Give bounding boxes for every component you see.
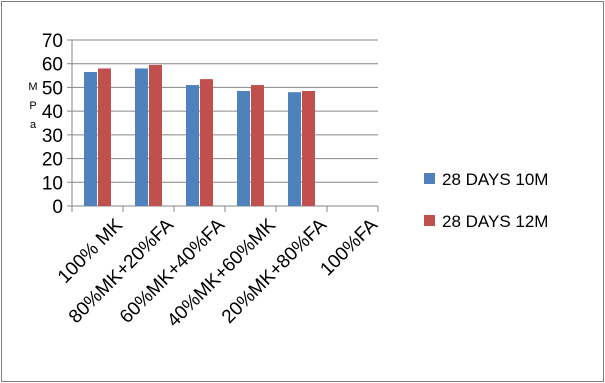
bar-series-2 [98, 68, 111, 206]
y-tick-label: 50 [42, 78, 63, 99]
axes [67, 39, 379, 212]
y-tick-label: 40 [42, 102, 63, 123]
legend-swatch [424, 215, 435, 226]
y-tick-label: 70 [42, 31, 63, 52]
gridlines [72, 39, 378, 183]
bars [84, 64, 315, 207]
legend-swatch [424, 173, 435, 184]
y-axis-label-letter: a [30, 119, 37, 131]
bar-series-2 [149, 64, 162, 207]
legend: 28 DAYS 10M 28 DAYS 12M [424, 170, 548, 231]
bar-series-1 [237, 90, 250, 206]
bar-series-2 [302, 90, 315, 206]
bar-series-1 [84, 72, 97, 206]
bar-series-2 [251, 85, 264, 206]
y-tick-label: 60 [42, 55, 63, 76]
y-tick-label: 10 [42, 173, 63, 194]
y-tick-label: 0 [52, 197, 63, 218]
bar-series-1 [288, 92, 301, 206]
bar-series-1 [186, 85, 199, 206]
y-axis-label: MPa [28, 81, 37, 131]
y-axis-label-letter: P [29, 100, 36, 112]
y-tick-label: 30 [42, 126, 63, 147]
y-axis-label-letter: M [28, 81, 37, 93]
bar-series-2 [200, 79, 213, 206]
legend-label: 28 DAYS 10M [442, 170, 548, 189]
bar-series-1 [135, 68, 148, 206]
y-tick-label: 20 [42, 150, 63, 171]
legend-label: 28 DAYS 12M [442, 212, 548, 231]
